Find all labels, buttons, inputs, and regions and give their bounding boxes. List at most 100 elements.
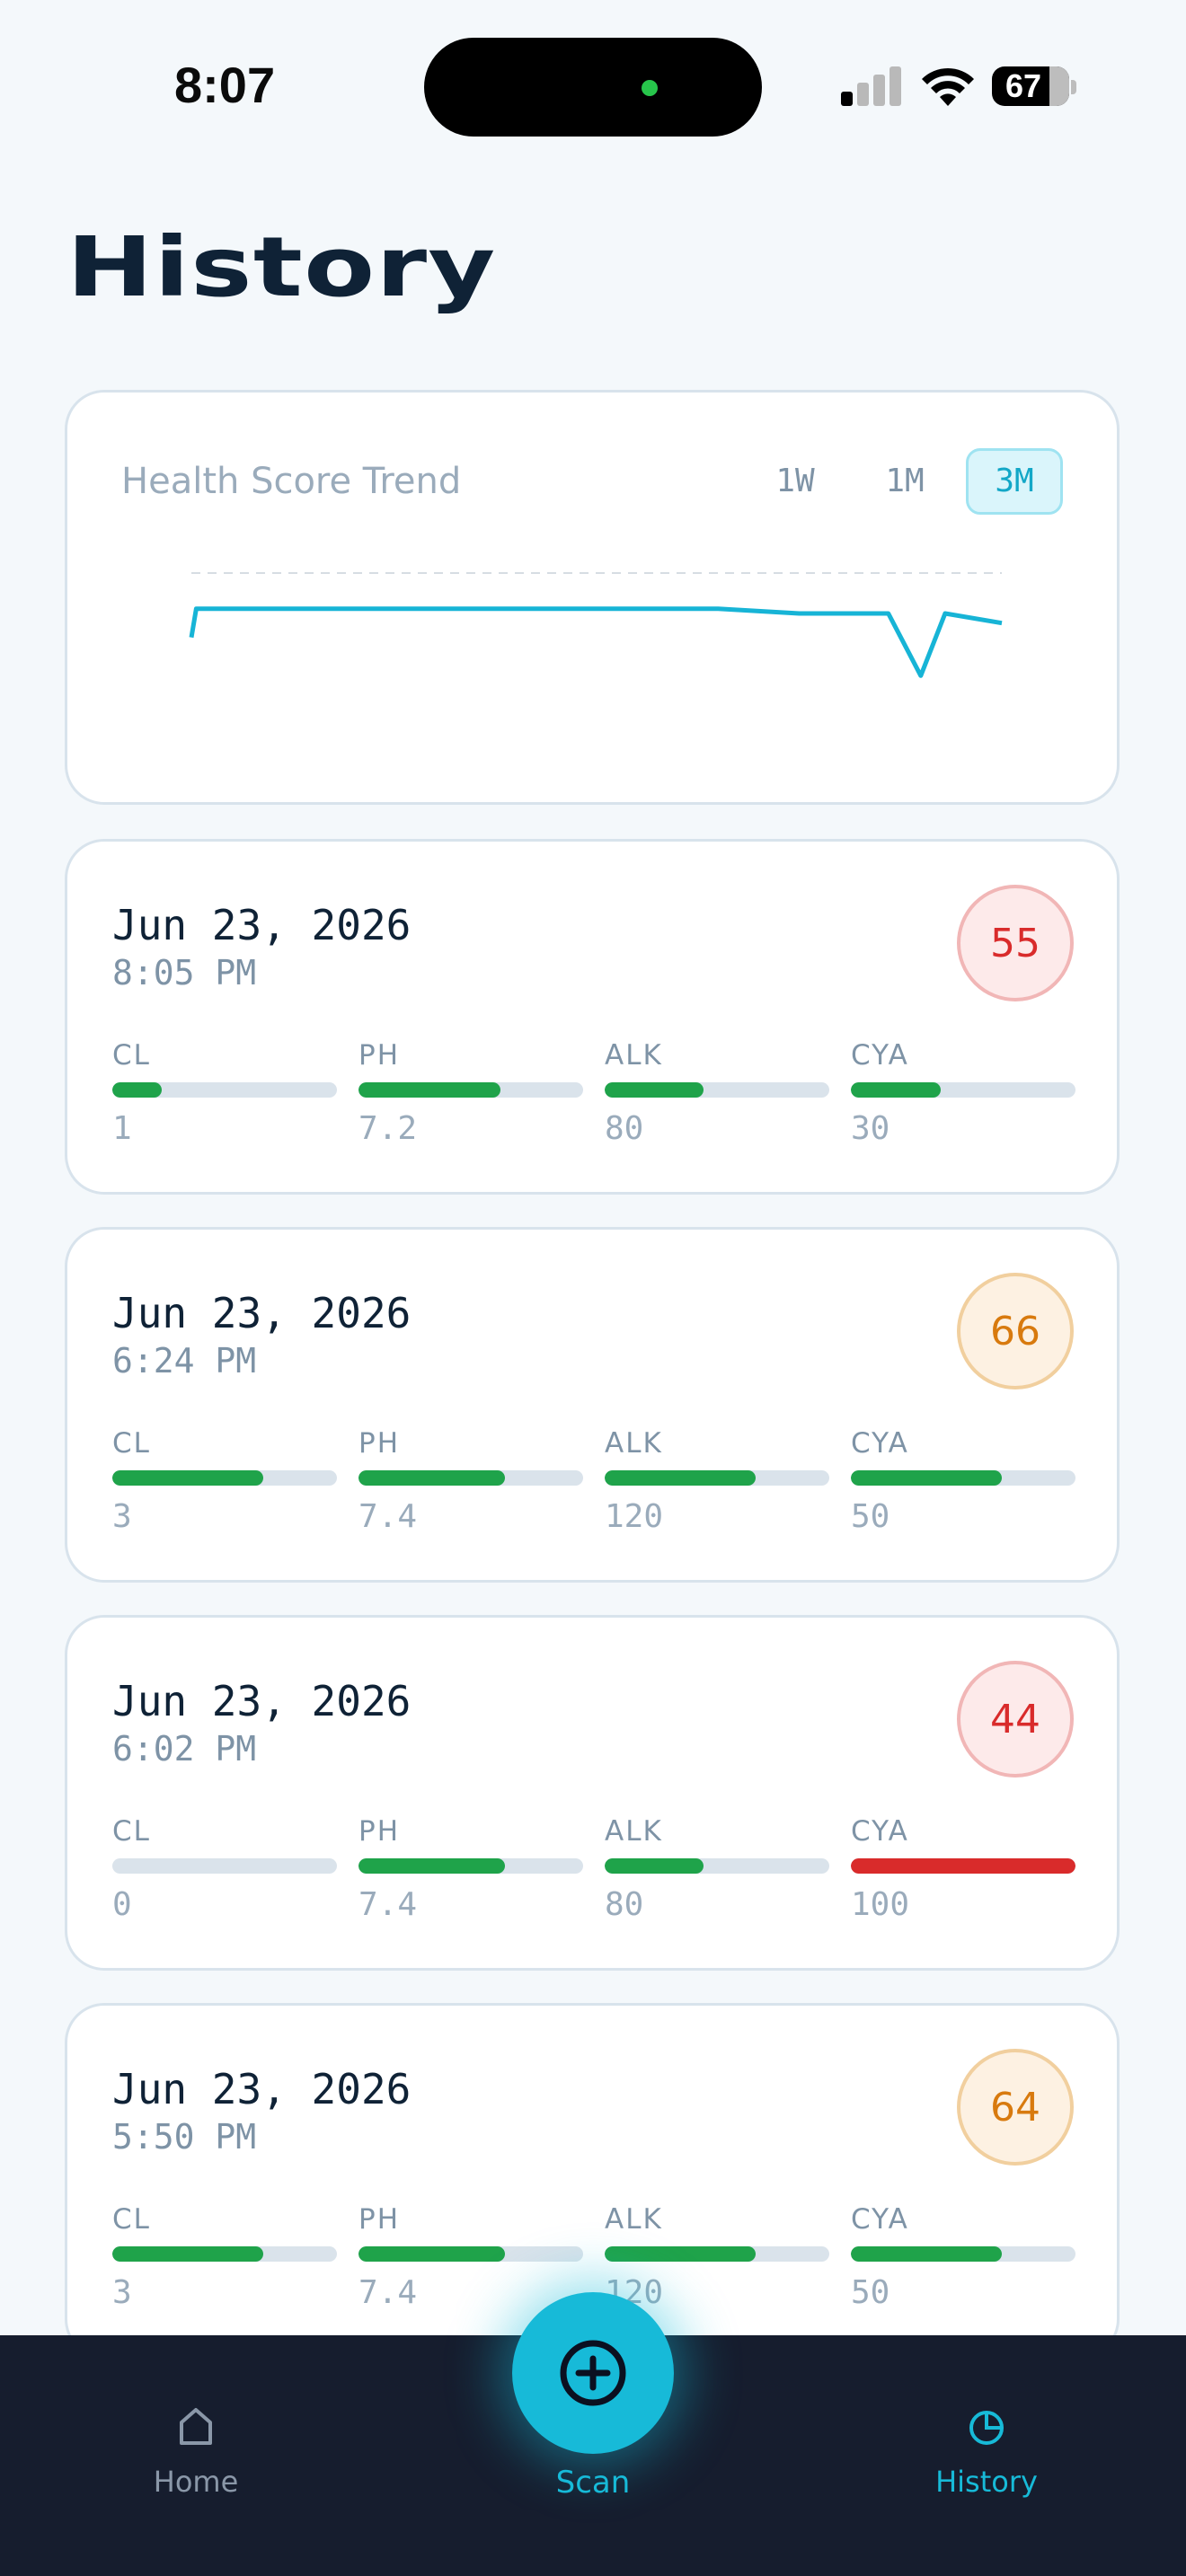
metric-label: ALK (605, 1815, 663, 1848)
scan-button[interactable] (512, 2292, 674, 2454)
battery-icon: 67 (992, 66, 1069, 106)
metric-label: CYA (851, 2203, 909, 2236)
metric-cya: CYA 50 (851, 1427, 1075, 1535)
metric-ph: PH 7.4 (358, 1815, 583, 1923)
metric-bar-fill (358, 1082, 500, 1098)
health-score-trend-card: Health Score Trend 1W 1M 3M (65, 390, 1120, 805)
metric-bar-track (605, 2246, 829, 2262)
metric-cl: CL 1 (112, 1039, 337, 1147)
metric-cl: CL 0 (112, 1815, 337, 1923)
metric-bar-track (851, 2246, 1075, 2262)
nav-home[interactable]: Home (106, 2398, 286, 2499)
history-entry-card[interactable]: Jun 23, 2026 8:05 PM 55 CL 1 PH 7.2 ALK 80 CYA 30 (65, 839, 1120, 1195)
metric-label: PH (358, 1039, 401, 1072)
history-entry-card[interactable]: Jun 23, 2026 6:24 PM 66 CL 3 PH 7.4 ALK 120 CYA 50 (65, 1227, 1120, 1583)
metric-label: CL (112, 1427, 151, 1460)
metric-label: CYA (851, 1039, 909, 1072)
metric-cya: CYA 50 (851, 2203, 1075, 2311)
metric-bar-fill (358, 1858, 505, 1874)
metric-bar-track (112, 1082, 337, 1098)
range-tab-3m[interactable]: 3M (966, 448, 1063, 515)
metric-cya: CYA 100 (851, 1815, 1075, 1923)
metric-bar-fill (358, 1470, 505, 1486)
metric-label: ALK (605, 1427, 663, 1460)
metric-value: 3 (112, 2274, 132, 2311)
trend-chart (189, 572, 1003, 678)
range-tab-1m[interactable]: 1M (885, 463, 925, 499)
plus-circle-icon (560, 2340, 626, 2406)
metric-alk: ALK 120 (605, 2203, 829, 2311)
health-score-badge: 64 (957, 2049, 1074, 2166)
metric-bar-fill (112, 1082, 162, 1098)
metric-bar-track (112, 1858, 337, 1874)
metric-value: 7.4 (358, 1498, 418, 1535)
metric-value: 3 (112, 1498, 132, 1535)
metric-value: 7.4 (358, 1886, 418, 1923)
metric-bar-track (358, 1082, 583, 1098)
cellular-signal-icon (841, 66, 902, 106)
metric-value: 0 (112, 1886, 132, 1923)
metric-value: 80 (605, 1886, 644, 1923)
metric-bar-track (851, 1470, 1075, 1486)
health-score-badge: 55 (957, 885, 1074, 1001)
metric-bar-fill (851, 1858, 1075, 1874)
metric-ph: PH 7.4 (358, 2203, 583, 2311)
health-score-badge: 44 (957, 1661, 1074, 1778)
page-title: History (66, 219, 497, 315)
entry-date: Jun 23, 2026 (112, 2065, 412, 2113)
scan-label: Scan (555, 2465, 631, 2501)
camera-indicator (642, 80, 658, 96)
nav-history[interactable]: History (897, 2398, 1076, 2499)
metric-alk: ALK 80 (605, 1815, 829, 1923)
metric-ph: PH 7.4 (358, 1427, 583, 1535)
metric-value: 1 (112, 1110, 132, 1147)
status-time: 8:07 (174, 57, 276, 113)
metric-bar-track (112, 1470, 337, 1486)
metric-value: 30 (851, 1110, 890, 1147)
battery-level: 67 (1005, 67, 1042, 104)
metric-label: CL (112, 1039, 151, 1072)
metric-label: CL (112, 2203, 151, 2236)
metric-label: PH (358, 2203, 401, 2236)
metric-bar-fill (112, 2246, 263, 2262)
metric-value: 7.2 (358, 1110, 418, 1147)
metric-value: 80 (605, 1110, 644, 1147)
metric-label: CL (112, 1815, 151, 1848)
metric-bar-fill (605, 2246, 756, 2262)
metric-cl: CL 3 (112, 1427, 337, 1535)
metric-bar-fill (358, 2246, 505, 2262)
entry-time: 5:50 PM (112, 2117, 257, 2157)
metric-bar-track (605, 1858, 829, 1874)
dynamic-island (424, 38, 762, 137)
entry-time: 6:02 PM (112, 1729, 257, 1769)
range-tab-1w[interactable]: 1W (775, 463, 815, 499)
entry-time: 6:24 PM (112, 1341, 257, 1381)
metric-alk: ALK 80 (605, 1039, 829, 1147)
metric-bar-fill (851, 1470, 1002, 1486)
metric-label: CYA (851, 1815, 909, 1848)
metric-bar-fill (851, 1082, 941, 1098)
metric-bar-fill (112, 1470, 263, 1486)
metric-cya: CYA 30 (851, 1039, 1075, 1147)
metric-value: 100 (851, 1886, 910, 1923)
metric-bar-track (851, 1858, 1075, 1874)
metric-bar-fill (605, 1858, 704, 1874)
metric-value: 50 (851, 2274, 890, 2311)
metric-cl: CL 3 (112, 2203, 337, 2311)
metric-alk: ALK 120 (605, 1427, 829, 1535)
nav-home-label: Home (153, 2465, 239, 2499)
history-entry-card[interactable]: Jun 23, 2026 6:02 PM 44 CL 0 PH 7.4 ALK 80 CYA 100 (65, 1615, 1120, 1971)
metric-bar-fill (605, 1470, 756, 1486)
trend-line (189, 606, 1003, 678)
nav-history-label: History (935, 2465, 1038, 2499)
metric-ph: PH 7.2 (358, 1039, 583, 1147)
entry-time: 8:05 PM (112, 953, 257, 992)
entry-date: Jun 23, 2026 (112, 1677, 412, 1725)
home-icon (180, 2408, 212, 2445)
metric-bar-track (851, 1082, 1075, 1098)
range-selector: 1W 1M 3M (747, 448, 1063, 515)
metric-bar-fill (851, 2246, 1002, 2262)
metric-value: 7.4 (358, 2274, 418, 2311)
entry-date: Jun 23, 2026 (112, 1289, 412, 1337)
metric-label: CYA (851, 1427, 909, 1460)
